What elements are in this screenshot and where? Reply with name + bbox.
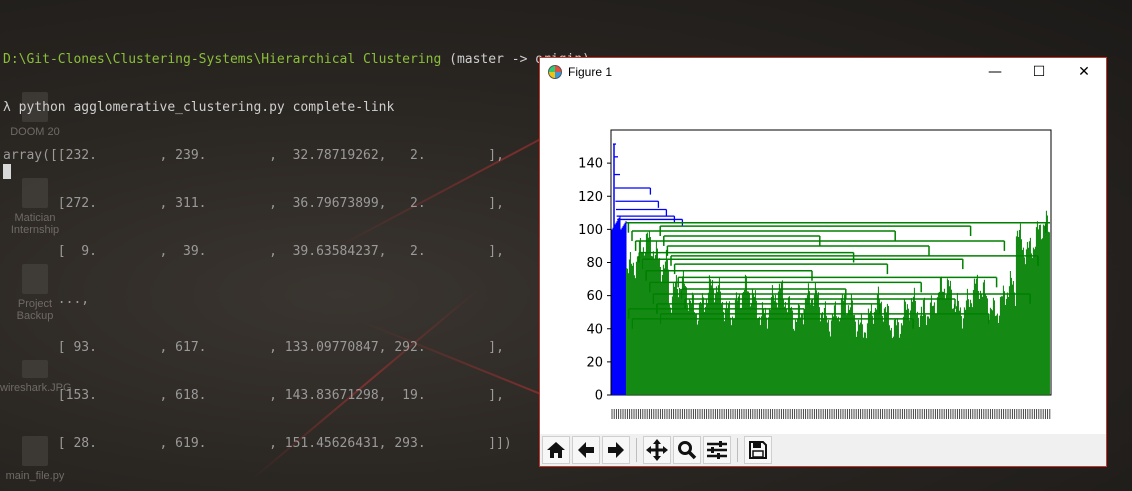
folder-icon (22, 264, 48, 294)
floppy-icon (749, 441, 767, 459)
desktop-icon-label: main_file.py (5, 470, 65, 482)
maximize-button[interactable]: ☐ (1032, 64, 1046, 80)
y-tick-label: 0 (595, 389, 603, 404)
terminal-output[interactable]: D:\Git-Clones\Clustering-Systems\Hierarc… (3, 20, 590, 468)
figure-toolbar (540, 434, 1106, 466)
desktop-icon-main-file[interactable]: main_file.py (0, 436, 70, 482)
figure-window[interactable]: Figure 1 — ☐ ✕ 0 20 40 60 80 100 120 140 (539, 57, 1107, 467)
desktop-icon-wireshark[interactable]: wireshark.JPG (0, 360, 72, 394)
desktop-icon-doom[interactable]: DOOM 20 (0, 92, 70, 138)
desktop-icon-label: Project Backup (16, 298, 54, 322)
minimize-button[interactable]: — (988, 64, 1002, 80)
arrow-left-icon (578, 442, 594, 458)
y-tick-label: 60 (586, 289, 603, 304)
terminal-cursor (3, 164, 11, 179)
magnifier-icon (678, 441, 697, 460)
prompt-path: D:\Git-Clones\Clustering-Systems\Hierarc… (3, 52, 442, 67)
desktop-icon-label: Matician Internship (10, 212, 60, 236)
image-file-icon (22, 360, 48, 378)
save-button[interactable] (744, 436, 772, 464)
zoom-button[interactable] (673, 436, 701, 464)
game-icon (22, 92, 48, 122)
y-tick-label: 140 (578, 157, 603, 172)
desktop-icon-matician[interactable]: Matician Internship (0, 178, 70, 236)
forward-button[interactable] (602, 436, 630, 464)
move-icon (646, 439, 668, 461)
python-file-icon (22, 436, 48, 466)
home-button[interactable] (542, 436, 570, 464)
terminal-prompt: D:\Git-Clones\Clustering-Systems\Hierarc… (3, 52, 590, 68)
dendrogram-chart: 0 20 40 60 80 100 120 140 (578, 129, 1052, 419)
matplotlib-icon (548, 65, 562, 79)
desktop-icon-project-backup[interactable]: Project Backup (0, 264, 70, 322)
terminal-output-line: ..., (3, 292, 90, 307)
arrow-right-icon (608, 442, 624, 458)
y-tick-label: 120 (578, 190, 603, 205)
back-button[interactable] (572, 436, 600, 464)
configure-subplots-button[interactable] (703, 436, 731, 464)
terminal-output-line: [ 9. , 39. , 39.63584237, 2. ], (3, 244, 504, 259)
terminal-output-line: array([[232. , 239. , 32.78719262, 2. ], (3, 148, 504, 163)
window-title: Figure 1 (568, 65, 613, 79)
close-button[interactable]: ✕ (1078, 64, 1090, 80)
terminal-output-line: [ 28. , 619. , 151.45626431, 293. ]]) (3, 436, 512, 451)
sliders-icon (707, 441, 727, 459)
folder-icon (22, 178, 48, 208)
terminal-output-line: [153. , 618. , 143.83671298, 19. ], (3, 388, 504, 403)
pan-button[interactable] (643, 436, 671, 464)
terminal-output-line: [ 93. , 617. , 133.09770847, 292. ], (3, 340, 504, 355)
y-tick-label: 40 (586, 322, 603, 337)
window-titlebar[interactable]: Figure 1 — ☐ ✕ (540, 58, 1106, 86)
desktop-icon-label: DOOM 20 (10, 126, 60, 138)
toolbar-separator (636, 438, 637, 462)
terminal-command: λ python agglomerative_clustering.py com… (3, 100, 395, 115)
toolbar-separator (737, 438, 738, 462)
plot-canvas[interactable]: 0 20 40 60 80 100 120 140 (540, 86, 1106, 432)
y-tick-label: 20 (586, 355, 603, 370)
terminal-output-line: [272. , 311. , 36.79673899, 2. ], (3, 196, 504, 211)
y-tick-label: 80 (586, 256, 603, 271)
desktop-icon-label: wireshark.JPG (0, 382, 72, 394)
home-icon (547, 442, 565, 458)
y-tick-label: 100 (578, 223, 603, 238)
